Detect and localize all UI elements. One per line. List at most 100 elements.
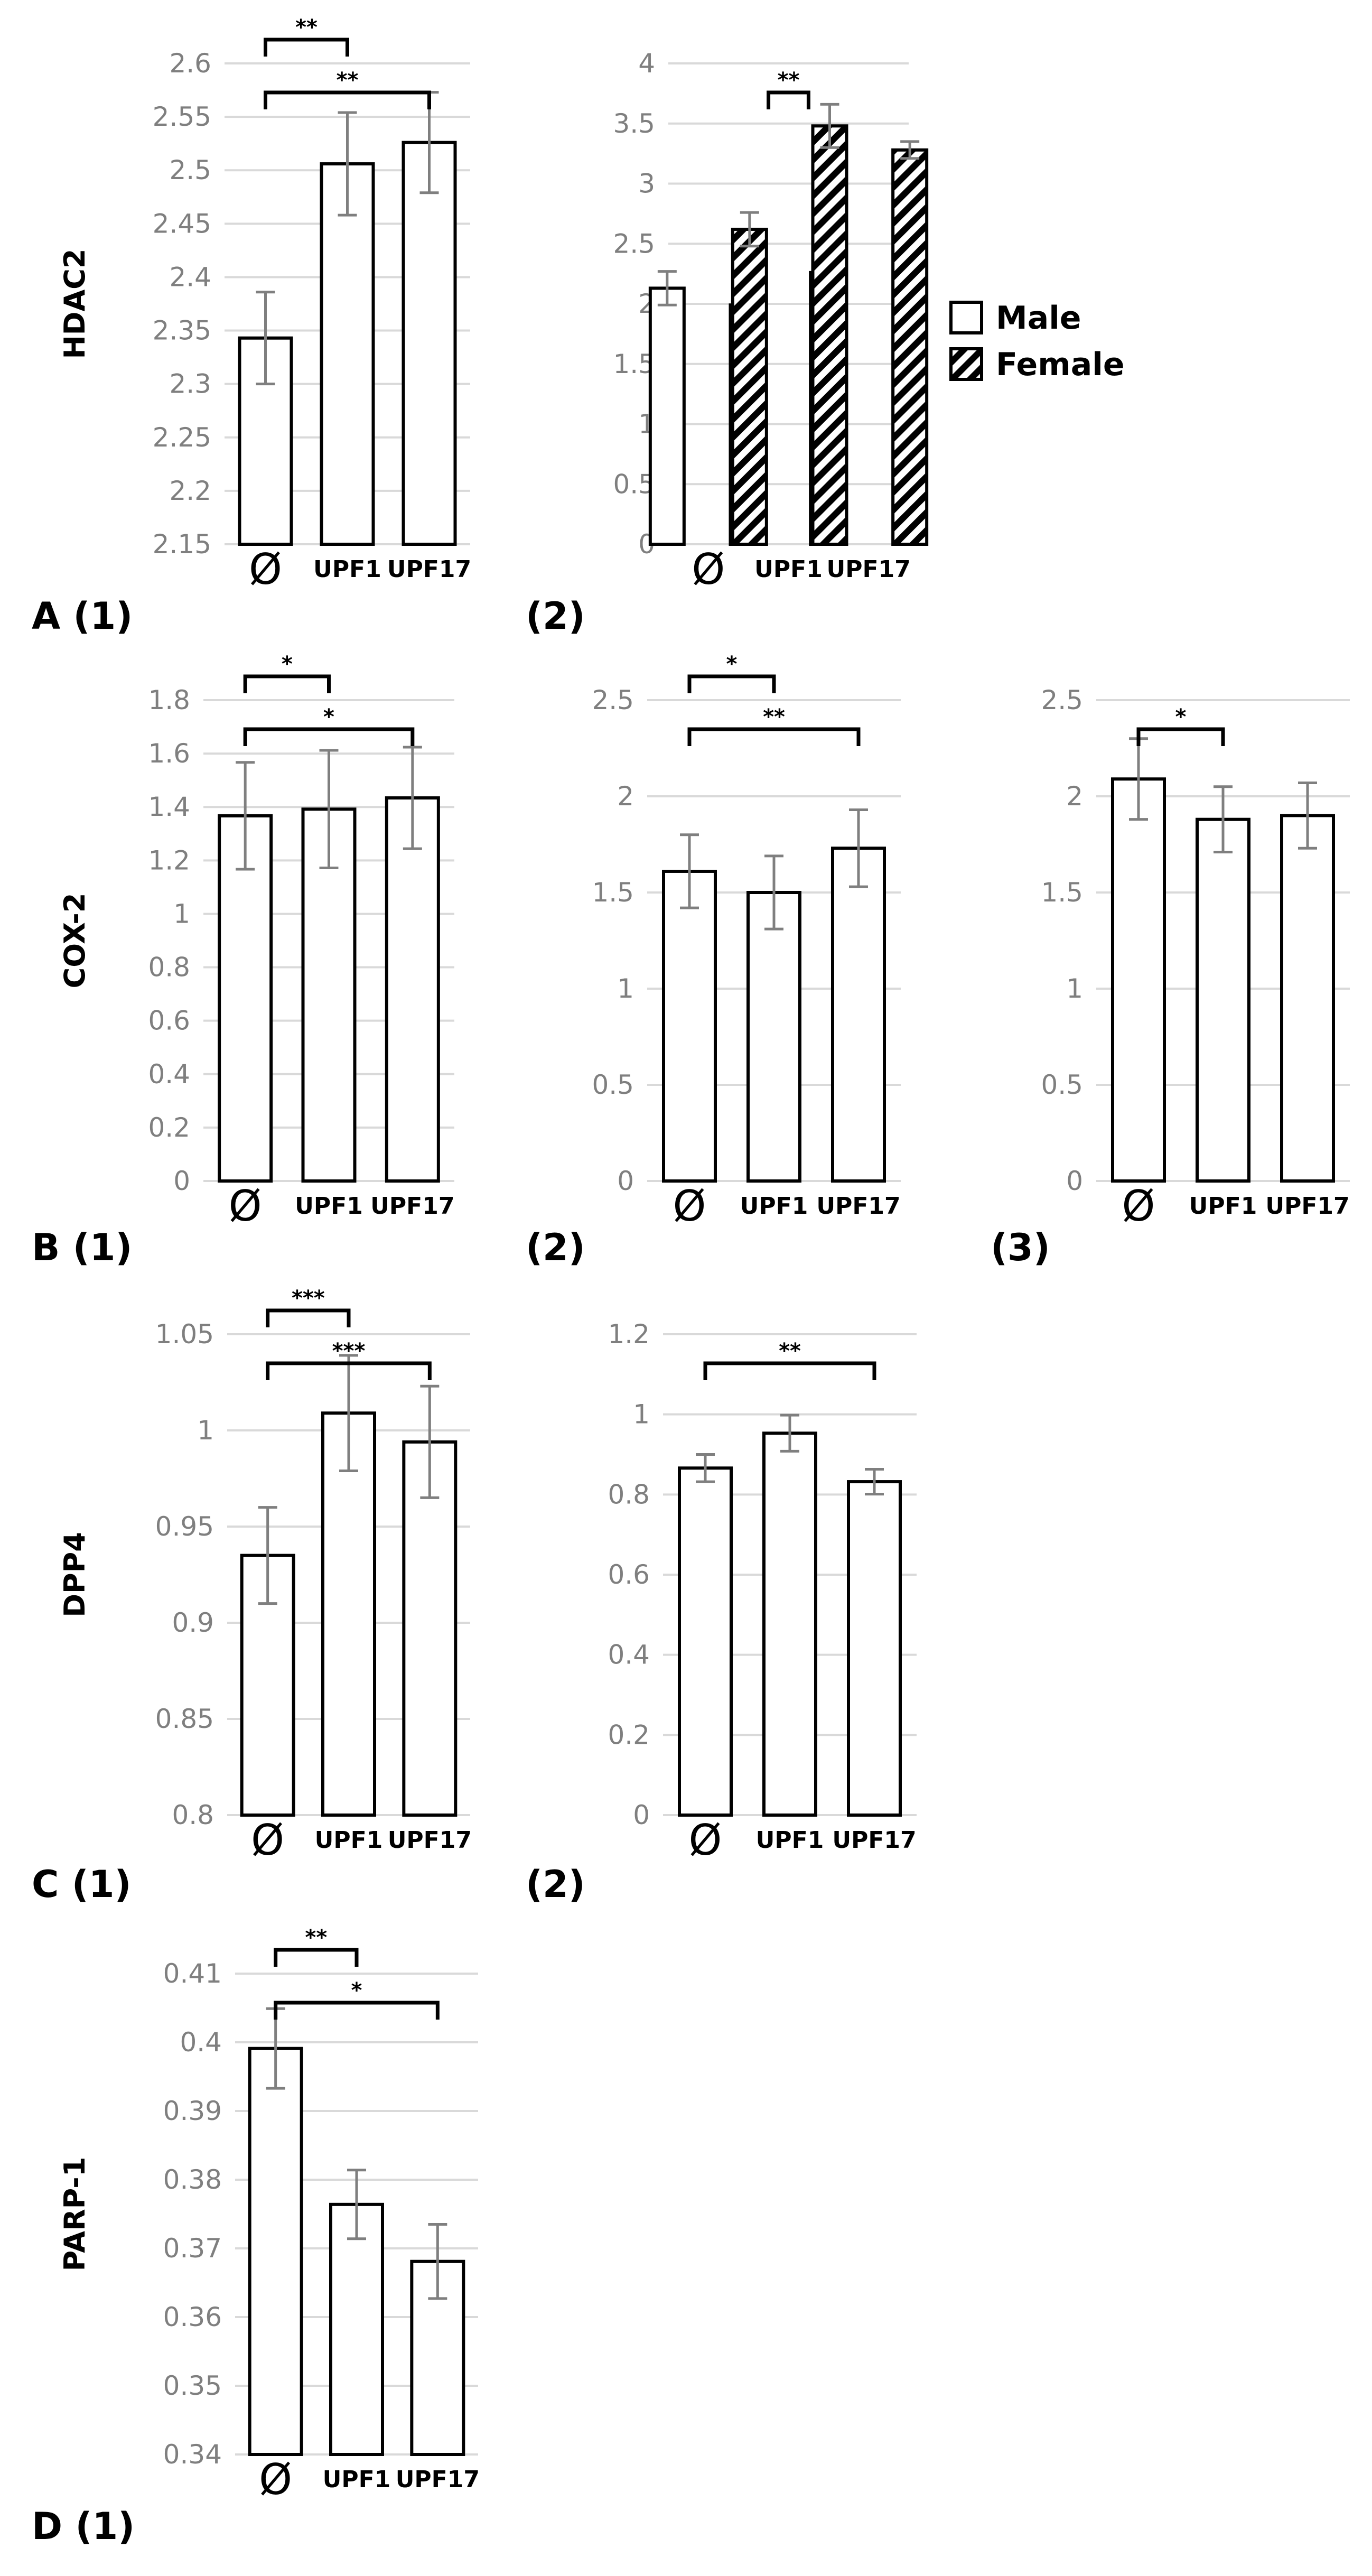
y-tick-label: 1: [197, 1415, 214, 1446]
bar-b2-0: [662, 869, 717, 1183]
y-tick-label: 0.37: [163, 2233, 222, 2264]
bar-b3-2: [1280, 814, 1335, 1183]
significance-bracket: [243, 674, 331, 693]
y-tick-label: 0.5: [592, 1070, 634, 1100]
significance-label: *: [323, 705, 334, 729]
y-tick-label: 3.5: [613, 108, 655, 139]
chart-b1: 0 0.2 0.4 0.6 0.8 1 1.2 1.4 1.6 1.8 Ø UPF1 UPF17 * * CO…: [32, 652, 454, 1269]
significance-bracket: [767, 90, 810, 109]
bar-b1-2: [385, 796, 440, 1183]
panel-label: (2): [526, 1863, 585, 1906]
y-tick-label: 2.3: [169, 369, 211, 399]
chart-b3: 0 0.5 1 1.5 2 2.5 Ø UPF1 UPF17 * (3): [991, 685, 1350, 1269]
y-tick-label: 1: [173, 898, 190, 929]
significance-label: **: [778, 68, 800, 92]
y-tick-label: 1.5: [613, 349, 655, 379]
bar-c2-0: [678, 1466, 733, 1817]
y-tick-label: 0.35: [163, 2370, 222, 2401]
y-tick-label: 2.5: [613, 228, 655, 259]
y-tick-label: 0: [173, 1166, 190, 1196]
y-tick-label: 1.5: [1041, 877, 1083, 908]
y-tick-label: 0.5: [613, 469, 655, 499]
y-tick-label: 0.8: [608, 1479, 650, 1510]
category-label: UPF17: [388, 1827, 472, 1854]
y-tick-label: 0.4: [180, 2027, 222, 2058]
y-tick-label: 0.95: [155, 1511, 214, 1542]
bar-a2-female-1: [811, 124, 848, 546]
legend: Male Female: [949, 300, 1125, 383]
bar-c1-2: [402, 1440, 458, 1817]
category-label: Ø: [259, 2455, 292, 2504]
y-tick-label: 1: [633, 1399, 650, 1430]
y-tick-label: 2.4: [169, 262, 211, 292]
chart-a2: 00.511.522.533.54Ø UPF1 UPF17**(2): [526, 48, 929, 638]
y-tick-label: 2.45: [153, 208, 211, 239]
y-tick-label: 0.5: [1041, 1070, 1083, 1100]
category-label: UPF17: [1265, 1193, 1349, 1220]
y-tick-label: 0.41: [163, 1958, 222, 1989]
panel-label: (2): [526, 1226, 585, 1269]
bar-d1-1: [329, 2202, 384, 2456]
y-tick-label: 2.5: [1041, 685, 1083, 715]
y-axis-label: PARP-1: [58, 2157, 91, 2272]
y-tick-label: 2: [1066, 781, 1083, 812]
significance-bracket: [264, 38, 349, 57]
category-label: Ø: [692, 545, 725, 594]
chart-b2: 00.511.522.5Ø UPF1 UPF17***(2): [526, 652, 901, 1269]
y-tick-label: 0.4: [608, 1640, 650, 1670]
bar-c1-1: [321, 1411, 376, 1817]
category-label: UPF1: [754, 556, 823, 583]
bar-c2-2: [847, 1480, 902, 1817]
y-tick-label: 2.35: [153, 315, 211, 346]
significance-bracket: [266, 1308, 351, 1327]
y-tick-label: 2.5: [592, 685, 634, 715]
y-tick-label: 0.2: [608, 1719, 650, 1750]
legend-swatch-male: [949, 301, 983, 334]
category-label: UPF1: [295, 1193, 363, 1220]
bar-b1-0: [218, 814, 273, 1183]
y-tick-label: 1.5: [592, 877, 634, 908]
bar-c2-1: [762, 1431, 817, 1817]
y-tick-label: 1.8: [148, 685, 190, 715]
significance-bracket: [274, 2001, 440, 2020]
y-tick-label: 1.4: [148, 792, 190, 822]
y-tick-label: 1.05: [155, 1319, 214, 1350]
y-tick-label: 0.85: [155, 1704, 214, 1734]
significance-label: *: [282, 652, 293, 676]
y-tick-label: 2.6: [169, 48, 211, 79]
bar-b1-1: [301, 807, 357, 1183]
y-tick-label: 2.55: [153, 101, 211, 132]
panel-label: (2): [526, 594, 585, 638]
significance-label: **: [337, 68, 359, 92]
y-axis-label: DPP4: [58, 1532, 91, 1617]
significance-label: *: [351, 1978, 362, 2003]
y-tick-label: 0.38: [163, 2164, 222, 2195]
y-tick-label: 0.6: [148, 1006, 190, 1036]
significance-label: **: [763, 705, 785, 729]
y-tick-label: 0: [633, 1800, 650, 1830]
y-tick-label: 0.34: [163, 2439, 222, 2470]
y-tick-label: 2.15: [153, 529, 211, 560]
y-axis-label: COX-2: [58, 893, 91, 989]
significance-bracket: [274, 1948, 359, 1967]
bar-a1-1: [320, 162, 375, 546]
significance-label: *: [1175, 705, 1187, 729]
bar-a2-male-0: [648, 286, 686, 546]
y-tick-label: 0.2: [148, 1112, 190, 1143]
y-tick-label: 0.6: [608, 1559, 650, 1590]
y-tick-label: 2.2: [169, 476, 211, 506]
panel-label: B (1): [32, 1226, 132, 1269]
category-label: UPF1: [315, 1827, 383, 1854]
y-tick-label: 0.8: [148, 952, 190, 983]
category-label: Ø: [673, 1182, 706, 1231]
y-tick-label: 0.8: [172, 1800, 214, 1830]
chart-c2: 0 0.2 0.4 0.6 0.8 1 1.2 Ø UPF1 UPF17 ** (2): [526, 1319, 917, 1906]
category-label: UPF17: [370, 1193, 454, 1220]
y-tick-label: 1.2: [608, 1319, 650, 1350]
y-tick-label: 0.36: [163, 2302, 222, 2332]
panel-label: (3): [991, 1226, 1050, 1269]
panel-label: D (1): [32, 2505, 135, 2548]
significance-bracket: [266, 1361, 432, 1380]
category-label: Ø: [251, 1816, 284, 1865]
category-label: UPF17: [387, 556, 471, 583]
